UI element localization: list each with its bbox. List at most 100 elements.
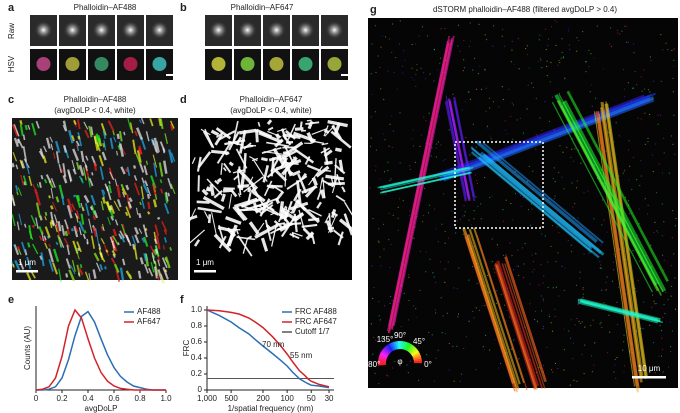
- speck: [448, 369, 450, 371]
- speck: [660, 114, 662, 116]
- fiber: [52, 248, 60, 263]
- speck: [468, 320, 470, 322]
- fiber: [270, 212, 275, 216]
- fiber: [84, 164, 88, 171]
- speck: [498, 106, 500, 108]
- speck: [559, 145, 561, 147]
- speck: [643, 301, 645, 303]
- wheel-label: φ: [397, 357, 402, 366]
- speck: [388, 239, 390, 241]
- speck: [583, 192, 585, 194]
- speck: [427, 212, 430, 214]
- fiber: [233, 174, 240, 181]
- speck: [582, 293, 585, 295]
- speck: [511, 102, 513, 104]
- speck: [655, 192, 658, 194]
- fiber: [141, 177, 145, 184]
- legend-label: FRC AF647: [295, 317, 337, 326]
- fiber: [501, 263, 544, 389]
- fiber: [161, 257, 168, 269]
- panel-label: d: [180, 94, 187, 106]
- fiber: [125, 184, 130, 191]
- fiber: [331, 174, 339, 194]
- speck: [637, 117, 639, 119]
- fiber: [110, 257, 116, 265]
- fiber: [27, 242, 31, 248]
- fiber: [216, 141, 233, 164]
- speck: [622, 172, 624, 174]
- fiber: [57, 234, 62, 247]
- speck: [476, 182, 479, 185]
- speck: [668, 172, 670, 174]
- speck: [555, 211, 557, 213]
- speck: [544, 28, 546, 30]
- fiber: [143, 263, 149, 274]
- fiber: [204, 128, 215, 149]
- fiber: [193, 239, 201, 247]
- fiber: [165, 191, 169, 202]
- speck: [568, 330, 570, 332]
- fiber: [139, 163, 145, 173]
- fiber: [92, 226, 98, 238]
- fiber: [289, 233, 300, 240]
- speck: [480, 88, 483, 90]
- speck: [636, 290, 638, 292]
- speck: [415, 308, 417, 310]
- fiber: [147, 201, 151, 210]
- fiber: [114, 219, 119, 226]
- fiber: [88, 218, 93, 234]
- fiber: [330, 130, 352, 149]
- speck: [637, 279, 639, 282]
- fiber: [60, 167, 65, 175]
- speck: [600, 244, 602, 246]
- speck: [658, 163, 660, 165]
- speck: [486, 274, 489, 277]
- speck: [424, 187, 426, 189]
- speck: [518, 274, 520, 277]
- fiber: [153, 238, 158, 245]
- fiber: [311, 176, 318, 186]
- fiber: [53, 214, 58, 223]
- fiber: [331, 211, 339, 217]
- speck: [422, 214, 424, 217]
- speck: [501, 35, 503, 37]
- speck: [388, 212, 390, 214]
- speck: [377, 240, 379, 242]
- speck: [551, 330, 554, 332]
- speck: [520, 227, 523, 229]
- speck: [380, 265, 382, 267]
- speck: [399, 43, 401, 45]
- fiber: [11, 194, 16, 207]
- speck: [611, 280, 614, 282]
- speck: [545, 48, 547, 51]
- speck: [434, 208, 436, 210]
- x-tick-label: 0.8: [134, 394, 146, 403]
- speck: [425, 120, 427, 122]
- speck: [566, 146, 568, 148]
- speck: [647, 204, 649, 206]
- speck: [429, 258, 431, 260]
- speck: [640, 118, 642, 120]
- fiber: [83, 230, 87, 234]
- fiber: [52, 152, 56, 160]
- speck: [395, 56, 397, 59]
- fiber: [54, 224, 58, 233]
- fiber: [99, 264, 104, 271]
- speck: [475, 369, 477, 371]
- fiber: [99, 166, 105, 180]
- fiber: [68, 130, 74, 144]
- panel-label: b: [180, 2, 187, 14]
- speck: [621, 30, 623, 32]
- speck: [412, 145, 414, 147]
- fiber: [102, 226, 105, 232]
- fiber: [123, 131, 126, 136]
- speck: [582, 288, 584, 291]
- speck: [382, 223, 385, 225]
- speck: [594, 342, 596, 344]
- fiber: [148, 267, 154, 277]
- fiber: [128, 197, 133, 203]
- speck: [373, 336, 375, 339]
- annotation: 55 nm: [290, 351, 313, 360]
- fiber: [119, 130, 123, 142]
- fiber: [44, 226, 51, 238]
